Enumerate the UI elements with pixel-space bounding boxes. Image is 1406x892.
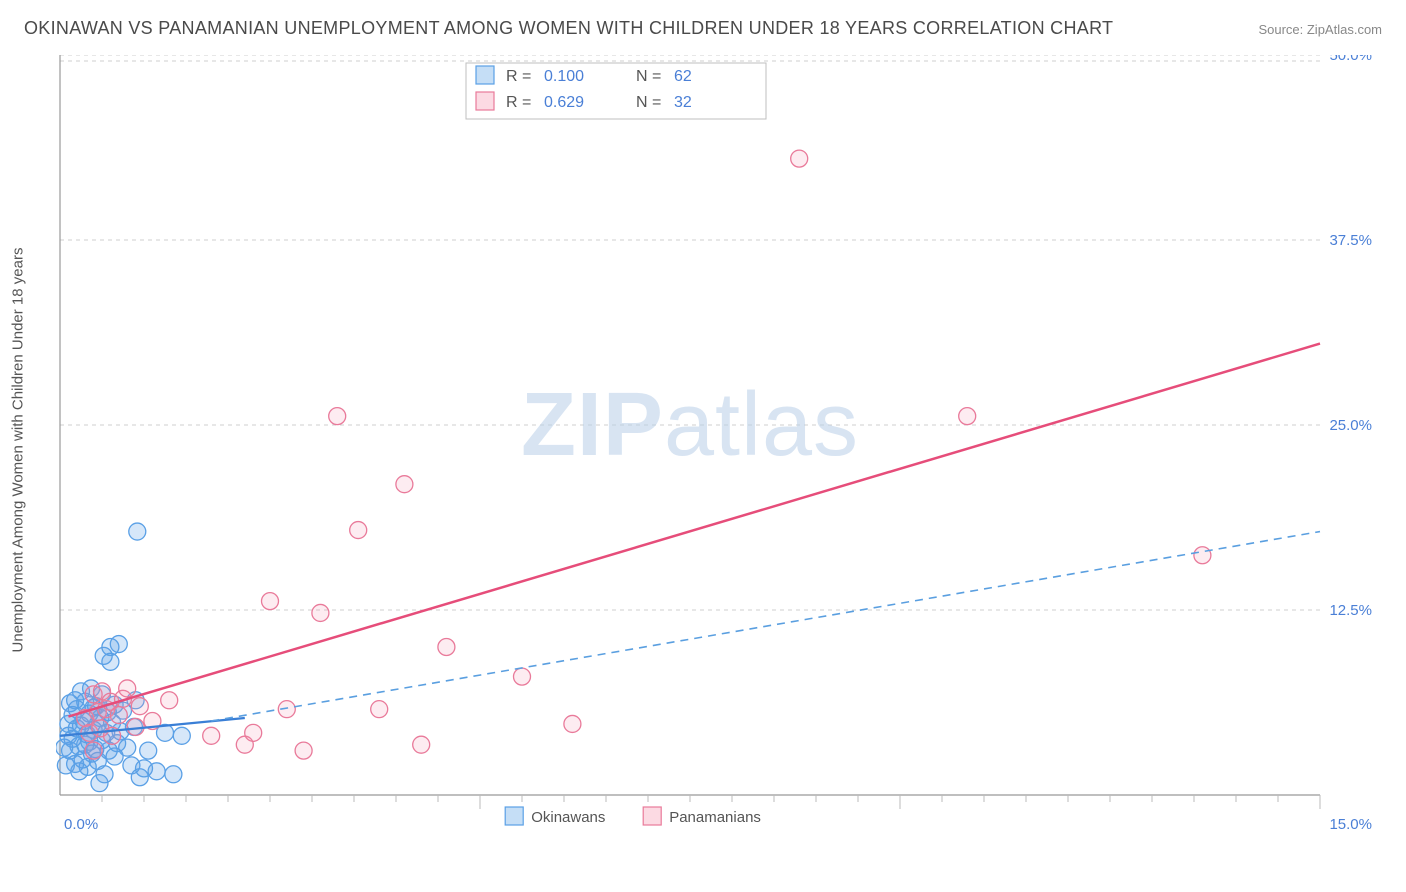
svg-text:Okinawans: Okinawans: [531, 809, 605, 826]
svg-text:R =: R =: [506, 94, 531, 111]
svg-text:Panamanians: Panamanians: [669, 809, 761, 826]
svg-text:0.100: 0.100: [544, 68, 584, 85]
svg-text:15.0%: 15.0%: [1329, 816, 1372, 833]
svg-text:N =: N =: [636, 94, 661, 111]
source-attribution: Source: ZipAtlas.com: [1258, 22, 1382, 37]
plot-area: 12.5% 25.0% 37.5% 50.0% ZIPatlas 0.0% 15.0% R =…: [56, 55, 1378, 835]
svg-text:0.0%: 0.0%: [64, 816, 98, 833]
svg-text:37.5%: 37.5%: [1329, 232, 1372, 249]
svg-text:0.629: 0.629: [544, 94, 584, 111]
svg-text:R =: R =: [506, 68, 531, 85]
svg-text:N =: N =: [636, 68, 661, 85]
chart-svg: 12.5% 25.0% 37.5% 50.0% ZIPatlas 0.0% 15.0% R =…: [56, 55, 1378, 835]
chart-container: OKINAWAN VS PANAMANIAN UNEMPLOYMENT AMON…: [0, 0, 1406, 892]
svg-text:50.0%: 50.0%: [1329, 55, 1372, 64]
y-axis-label-text: Unemployment Among Women with Children U…: [10, 248, 27, 653]
svg-text:ZIPatlas: ZIPatlas: [521, 375, 859, 475]
chart-title: OKINAWAN VS PANAMANIAN UNEMPLOYMENT AMON…: [24, 18, 1113, 39]
svg-text:25.0%: 25.0%: [1329, 417, 1372, 434]
svg-text:32: 32: [674, 94, 692, 111]
svg-text:62: 62: [674, 68, 692, 85]
svg-text:12.5%: 12.5%: [1329, 602, 1372, 619]
